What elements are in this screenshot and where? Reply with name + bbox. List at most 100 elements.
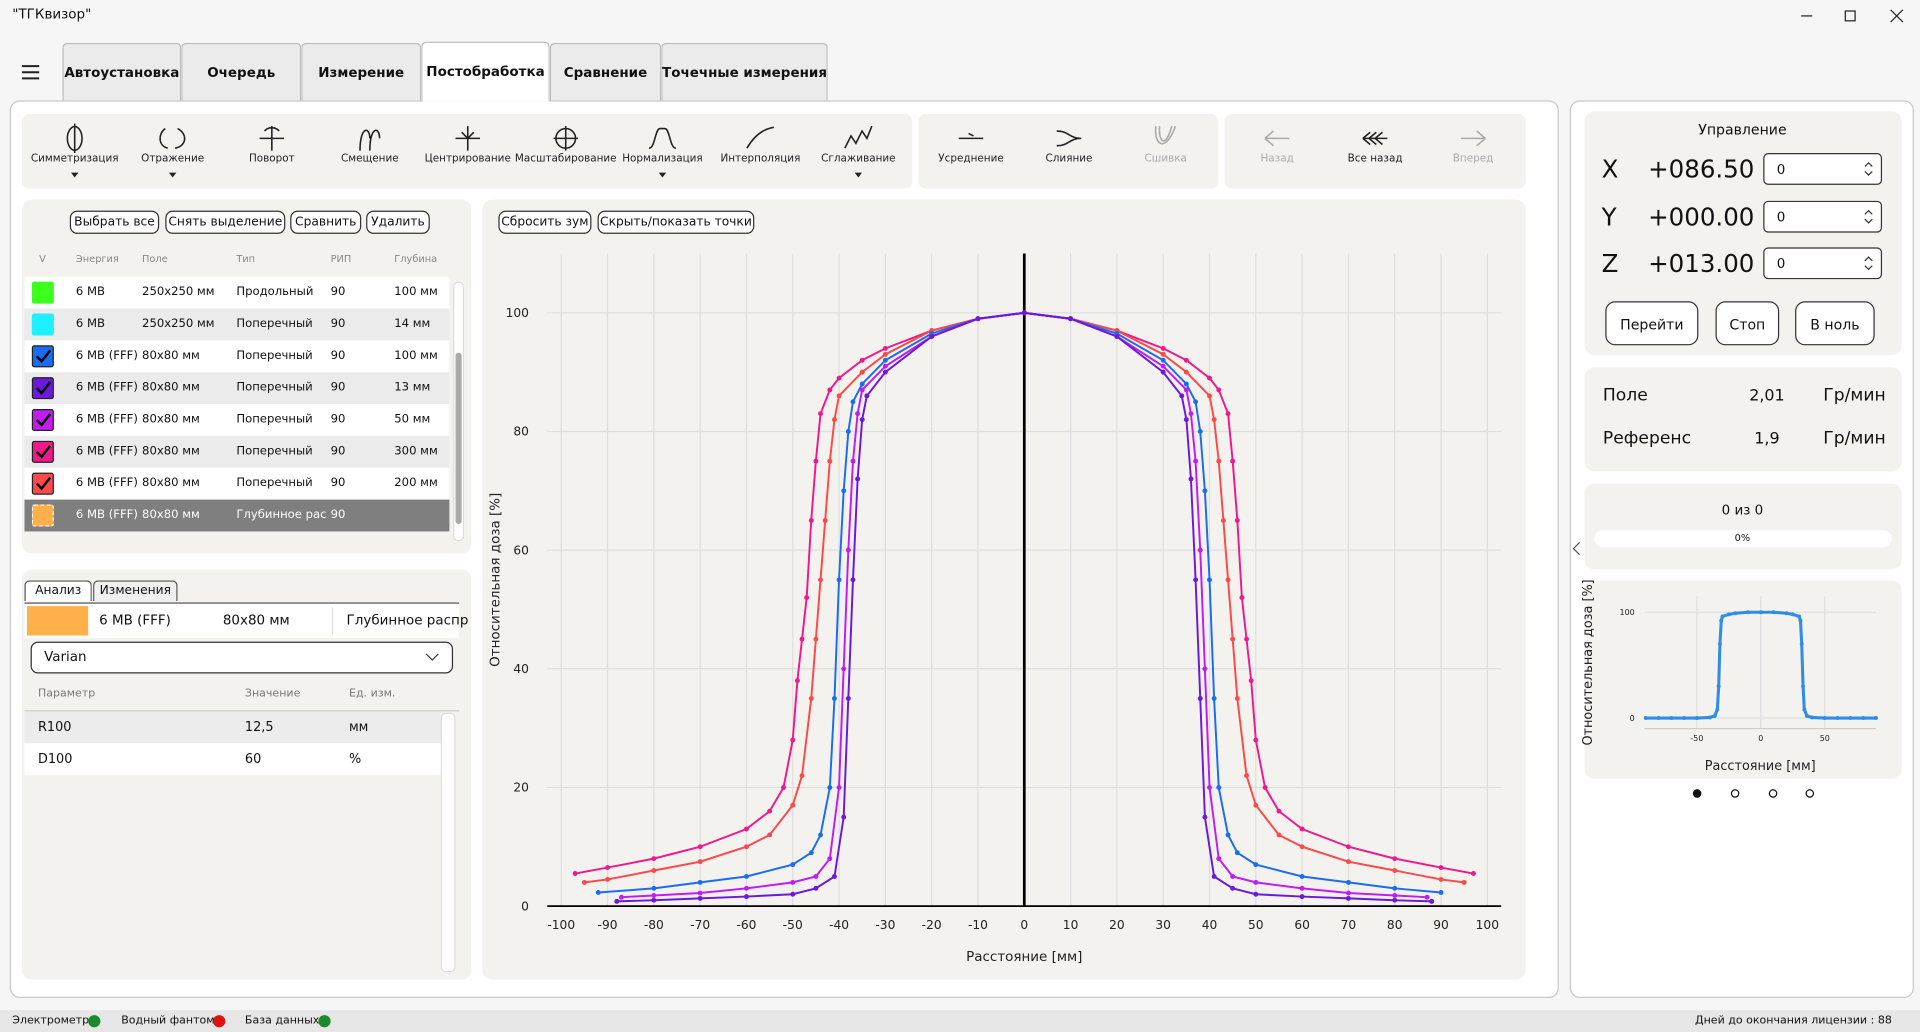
tab[interactable]: Сравнение	[549, 42, 662, 101]
tab[interactable]: Постобработка	[421, 41, 550, 102]
row-swatch[interactable]	[31, 345, 54, 368]
data-point	[1715, 707, 1720, 712]
button[interactable]: Сбросить зум	[498, 210, 592, 234]
tool-icon[interactable]	[1260, 121, 1294, 155]
data-point	[1068, 316, 1074, 322]
tool-label[interactable]: Сглаживание	[821, 153, 896, 166]
icon-shape	[1056, 130, 1082, 147]
tool-icon[interactable]	[255, 121, 289, 155]
tool-label[interactable]: Нормализация	[622, 153, 703, 166]
window-controls[interactable]	[1795, 7, 1905, 24]
tool-icon[interactable]	[451, 121, 485, 155]
button[interactable]: Снять выделение	[165, 210, 286, 234]
data-point	[808, 696, 814, 701]
data-point	[1707, 715, 1712, 720]
data-point	[1216, 785, 1222, 790]
data-point	[1193, 458, 1199, 464]
tool-icon[interactable]	[743, 121, 777, 155]
row-swatch[interactable]	[31, 440, 54, 463]
data-point	[859, 381, 865, 387]
axis-name: X	[1601, 154, 1619, 184]
menu-arrow	[854, 172, 863, 178]
axis-input[interactable]: 0	[1763, 247, 1883, 280]
row-swatch[interactable]	[31, 504, 54, 527]
row-background	[24, 743, 441, 776]
row-cell: 50 мм	[394, 413, 431, 427]
input-value: 0	[1776, 256, 1786, 273]
data-point	[1207, 375, 1212, 381]
data-point	[1822, 716, 1827, 720]
tab[interactable]: Точечные измерения	[661, 42, 828, 101]
button[interactable]: Перейти	[1605, 301, 1699, 346]
data-point	[864, 393, 870, 399]
icon-shape	[1362, 131, 1388, 146]
tool-label[interactable]: Центрирование	[424, 153, 511, 166]
tab[interactable]: Измерение	[301, 42, 422, 101]
arrow	[1572, 542, 1581, 556]
data-point	[790, 862, 796, 868]
tool-label[interactable]: Усреднение	[938, 153, 1004, 166]
axis-input[interactable]: 0	[1763, 153, 1883, 185]
button[interactable]: В ноль	[1795, 301, 1875, 346]
tool-icon[interactable]	[954, 121, 988, 155]
tool-icon[interactable]	[353, 121, 387, 155]
row-swatch[interactable]	[31, 408, 54, 432]
data-point	[1202, 814, 1208, 820]
tab-label: Измерение	[318, 65, 405, 82]
row-cell: %	[348, 751, 362, 767]
button[interactable]: Удалить	[366, 210, 430, 234]
row-swatch[interactable]	[31, 281, 54, 304]
tool-icon[interactable]	[156, 121, 190, 155]
tool-label[interactable]: Отражение	[141, 153, 205, 166]
data-point	[1276, 832, 1282, 838]
tool-label[interactable]: Симметризация	[30, 153, 119, 166]
analysis-tab[interactable]: Анализ	[24, 580, 92, 602]
row-cell: Поперечный	[236, 317, 313, 332]
tool-label[interactable]: Все назад	[1347, 153, 1403, 166]
tool-icon[interactable]	[1456, 121, 1490, 155]
row-swatch[interactable]	[31, 377, 54, 400]
tool-icon[interactable]	[58, 121, 92, 155]
x-tick-label: 30	[1155, 918, 1171, 932]
dose-label: Поле	[1602, 385, 1648, 406]
dropdown-value: Varian	[44, 649, 87, 666]
data-point	[1712, 713, 1717, 718]
tool-label[interactable]: Назад	[1260, 153, 1294, 166]
tool-icon[interactable]	[841, 121, 875, 155]
tool-icon[interactable]	[549, 121, 583, 155]
data-point	[845, 429, 851, 434]
button[interactable]: Выбрать все	[69, 210, 160, 234]
data-point	[1239, 595, 1245, 601]
chart-panel	[482, 199, 1526, 980]
data-point	[1720, 614, 1725, 619]
tool-label[interactable]: Масштабирование	[514, 153, 617, 166]
analysis-tab[interactable]: Изменения	[93, 580, 178, 602]
tool-label[interactable]: Сшивка	[1144, 153, 1187, 166]
button[interactable]: Стоп	[1715, 301, 1780, 346]
column-header: РИП	[330, 253, 352, 265]
button[interactable]: Сравнить	[290, 210, 362, 234]
data-point	[1835, 716, 1840, 720]
row-cell: 14 мм	[394, 317, 431, 332]
menu-button[interactable]	[22, 65, 40, 80]
tool-label[interactable]: Интерполяция	[720, 153, 801, 166]
tool-label[interactable]: Слияние	[1045, 153, 1093, 166]
tool-icon[interactable]	[645, 121, 679, 155]
row-swatch[interactable]	[31, 313, 54, 336]
tool-icon[interactable]	[1052, 121, 1086, 155]
axis-input[interactable]: 0	[1763, 200, 1883, 233]
row-swatch[interactable]	[31, 472, 54, 495]
check	[35, 349, 52, 364]
tool-label[interactable]: Смещение	[340, 153, 399, 166]
tool-icon[interactable]	[1149, 121, 1183, 155]
tool-label[interactable]: Поворот	[248, 153, 295, 166]
tab[interactable]: Автоустановка	[62, 42, 182, 101]
row-cell: 300 мм	[394, 444, 438, 459]
tool-label[interactable]: Вперед	[1452, 153, 1494, 166]
axis-position: +086.50	[1648, 154, 1755, 184]
tab[interactable]: Очередь	[181, 42, 302, 101]
tab-label: Автоустановка	[64, 65, 180, 82]
protocol-dropdown[interactable]: Varian	[30, 641, 454, 674]
button[interactable]: Скрыть/показать точки	[597, 210, 755, 234]
tool-icon[interactable]	[1358, 121, 1392, 155]
